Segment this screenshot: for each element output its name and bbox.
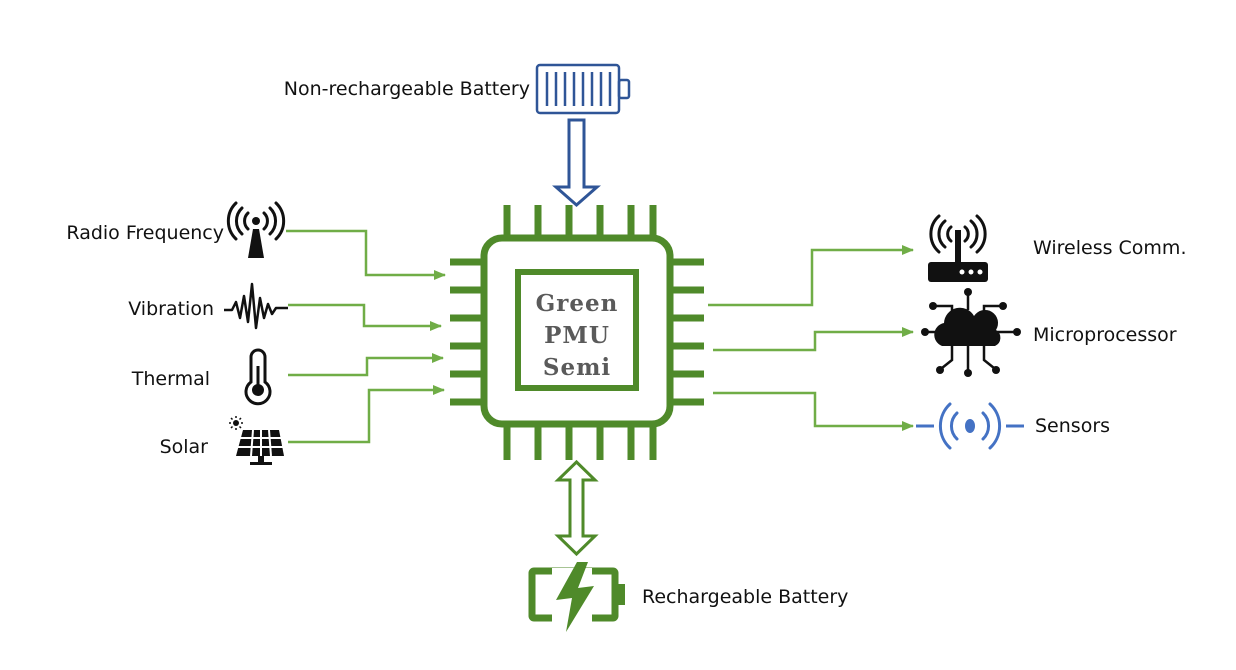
solar-panel-icon (229, 416, 284, 465)
bidirectional-arrow (554, 459, 599, 557)
output-microprocessor: Microprocessor (713, 288, 1177, 377)
solar-connector (288, 385, 445, 444)
rechargeable-battery-label: Rechargeable Battery (642, 586, 848, 608)
microprocessor-connector (713, 327, 914, 352)
input-solar: Solar (160, 385, 445, 465)
battery-icon (535, 63, 631, 115)
rechargeable-battery: Rechargeable Battery (528, 459, 848, 632)
thermal-label: Thermal (131, 368, 210, 390)
sensors-connector (713, 391, 914, 431)
output-wireless-comm: Wireless Comm. (708, 214, 1186, 307)
wireless-connector (708, 245, 914, 307)
chip-pins-right (670, 258, 704, 406)
chip-label-line2: PMU (544, 322, 610, 349)
non-rechargeable-battery-label: Non-rechargeable Battery (284, 78, 530, 100)
cloud-circuit-icon (921, 288, 1021, 377)
vibration-connector (288, 303, 442, 331)
pmu-chip: Green PMU Semi (450, 205, 704, 460)
router-icon (928, 214, 988, 282)
microprocessor-label: Microprocessor (1033, 324, 1177, 346)
chip-core (515, 269, 639, 391)
thermal-connector (288, 353, 444, 377)
antenna-icon (226, 201, 286, 258)
chip-pins-top (503, 205, 657, 238)
output-sensors: Sensors (713, 391, 1110, 450)
sensor-signal-icon (916, 402, 1024, 450)
non-rechargeable-battery: Non-rechargeable Battery (284, 63, 631, 207)
wireless-comm-label: Wireless Comm. (1033, 237, 1186, 259)
solar-label: Solar (160, 436, 209, 458)
charging-battery-icon (528, 562, 625, 632)
vibration-label: Vibration (128, 298, 214, 320)
chip-label-line1: Green (536, 290, 619, 317)
sensors-label: Sensors (1035, 415, 1110, 437)
chip-pins-bottom (503, 424, 657, 460)
vibration-wave-icon (224, 282, 288, 330)
chip-label-line3: Semi (543, 354, 611, 381)
input-thermal: Thermal (131, 348, 444, 406)
thermometer-icon (244, 348, 272, 406)
battery-down-arrow (552, 118, 601, 207)
input-radio-frequency: Radio Frequency (66, 201, 446, 280)
chip-pins-left (450, 258, 484, 406)
radio-frequency-label: Radio Frequency (66, 222, 224, 244)
input-vibration: Vibration (128, 282, 442, 331)
rf-connector (286, 229, 446, 280)
